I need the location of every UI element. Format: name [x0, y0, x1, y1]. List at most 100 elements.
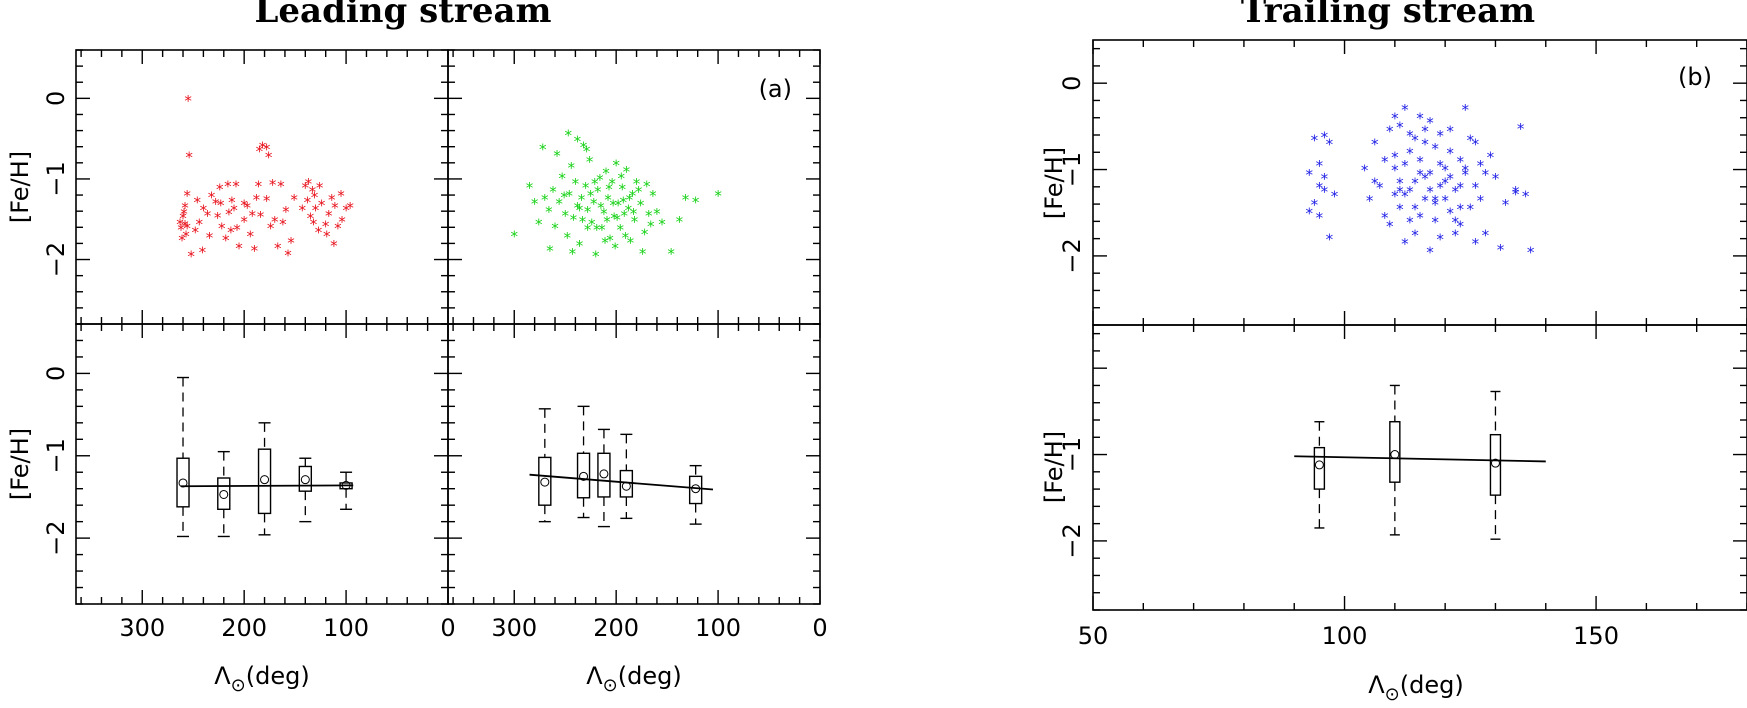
data-point: *	[264, 148, 273, 166]
trend-line	[180, 484, 354, 488]
data-point: *	[606, 231, 615, 249]
data-point: *	[1410, 200, 1419, 218]
data-point: *	[1436, 231, 1445, 249]
data-point: *	[1405, 144, 1414, 162]
data-point: *	[1461, 101, 1470, 119]
data-point: *	[573, 132, 582, 150]
data-point: *	[1441, 192, 1450, 210]
data-point: *	[510, 227, 519, 245]
y-tick-label: 0	[42, 91, 70, 106]
data-point: *	[317, 197, 326, 215]
data-point: *	[1390, 149, 1399, 167]
trailing-boxes	[1294, 384, 1546, 540]
data-point: *	[582, 143, 591, 161]
data-point: *	[281, 203, 290, 221]
data-point: *	[620, 207, 629, 225]
data-point: *	[1415, 209, 1424, 227]
data-point: *	[1481, 166, 1490, 184]
data-point: *	[1415, 110, 1424, 128]
data-point: *	[1436, 157, 1445, 175]
data-point: *	[644, 207, 653, 225]
data-point: *	[1441, 162, 1450, 180]
data-point: *	[314, 223, 323, 241]
box-iqr	[597, 452, 611, 498]
xlabel-unit: (deg)	[1400, 671, 1464, 699]
data-point: *	[561, 207, 570, 225]
y-tick-label: −1	[42, 161, 70, 196]
data-point: *	[1441, 175, 1450, 193]
data-point: *	[575, 202, 584, 220]
data-point: *	[1395, 118, 1404, 136]
data-point: *	[231, 177, 240, 195]
x-tick-label: 200	[593, 614, 639, 642]
data-point: *	[1431, 140, 1440, 158]
data-point: *	[287, 234, 296, 252]
y-tick-label: 0	[42, 366, 70, 381]
box-median	[1490, 458, 1500, 468]
y-tick-label: −2	[1058, 523, 1086, 558]
data-point: *	[563, 229, 572, 247]
trailing-top-ylabel: [Fe/H]	[1040, 147, 1068, 219]
data-point: *	[1315, 179, 1324, 197]
xlabel-unit: (deg)	[246, 662, 310, 690]
data-point: *	[270, 213, 279, 231]
data-point: *	[1426, 244, 1435, 262]
data-point: *	[199, 202, 208, 220]
panel-label-a: (a)	[759, 75, 792, 103]
leading-bottom-right-frame	[447, 323, 821, 605]
y-tick-label: −1	[1058, 437, 1086, 472]
data-point: *	[618, 181, 627, 199]
data-point: *	[333, 219, 342, 237]
data-point: *	[629, 205, 638, 223]
box-iqr	[257, 448, 272, 515]
data-point: *	[1390, 187, 1399, 205]
data-point: *	[193, 194, 202, 212]
data-point: *	[1511, 186, 1520, 204]
data-point: *	[1521, 187, 1530, 205]
data-point: *	[303, 194, 312, 212]
data-point: *	[1426, 114, 1435, 132]
data-point: *	[176, 221, 185, 239]
data-point: *	[569, 211, 578, 229]
trend-line	[529, 473, 714, 491]
data-point: *	[591, 248, 600, 266]
data-point: *	[564, 127, 573, 145]
x-tick-label: 100	[695, 614, 741, 642]
data-point: *	[226, 223, 235, 241]
data-point: *	[1320, 129, 1329, 147]
data-point: *	[1405, 213, 1414, 231]
data-point: *	[540, 191, 549, 209]
data-point: *	[1466, 200, 1475, 218]
data-point: *	[205, 229, 214, 247]
data-point: *	[1385, 218, 1394, 236]
data-point: *	[240, 197, 249, 215]
box-iqr	[1313, 446, 1326, 490]
y-tick-label: −1	[1058, 152, 1086, 187]
data-point: *	[1436, 127, 1445, 145]
data-point: *	[625, 191, 634, 209]
data-point: *	[534, 215, 543, 233]
box-median	[540, 477, 550, 487]
data-point: *	[215, 181, 224, 199]
data-point: *	[558, 169, 567, 187]
lambda-symbol: Λ	[586, 662, 603, 690]
data-point: *	[255, 143, 264, 161]
data-point: *	[630, 213, 639, 231]
data-point: *	[1421, 123, 1430, 141]
data-point: *	[1446, 205, 1455, 223]
data-point: *	[1365, 192, 1374, 210]
data-point: *	[243, 199, 252, 217]
data-point: *	[560, 189, 569, 207]
data-point: *	[616, 221, 625, 239]
data-point: *	[290, 191, 299, 209]
data-point: *	[315, 179, 324, 197]
data-point: *	[227, 194, 236, 212]
data-point: *	[589, 195, 598, 213]
x-tick-label: 100	[323, 614, 369, 642]
trailing-title: Trailing stream	[1241, 0, 1535, 31]
data-point: *	[1456, 218, 1465, 236]
data-point: *	[714, 187, 723, 205]
data-point: *	[585, 153, 594, 171]
data-point: *	[610, 210, 619, 228]
